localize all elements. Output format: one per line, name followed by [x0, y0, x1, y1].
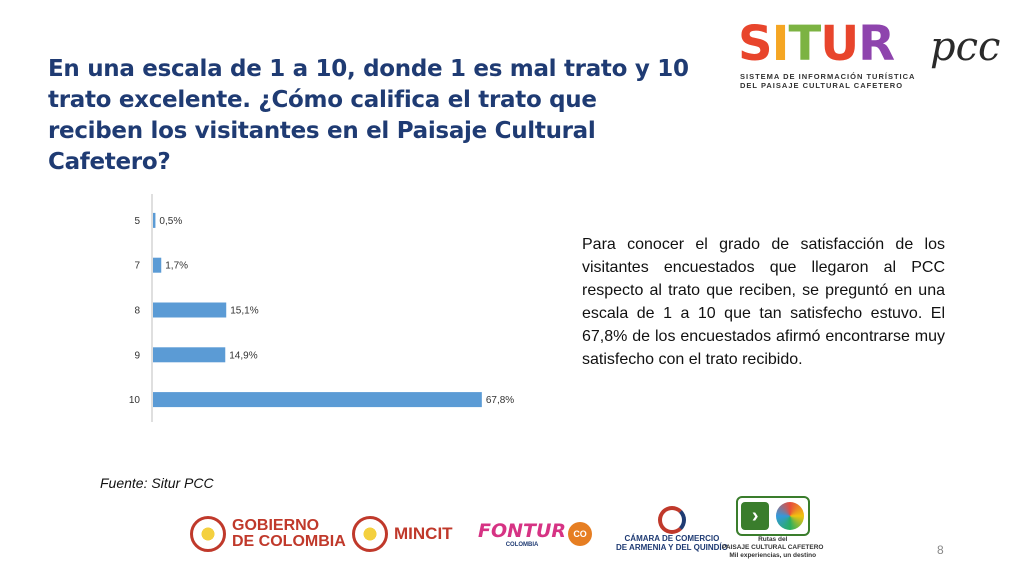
category-label-9: 9: [134, 350, 140, 361]
rutas-emblem: ›: [735, 496, 810, 536]
coffee-region-icon: [776, 502, 805, 530]
data-label-5: 0,5%: [159, 216, 182, 227]
slide-title: En una escala de 1 a 10, donde 1 es mal …: [48, 56, 689, 175]
colombia-seal-icon: [190, 516, 226, 552]
logo-letter: T: [788, 16, 821, 72]
camara-icon: [657, 506, 686, 534]
fontur-sub: COLOMBIA: [505, 542, 539, 548]
mincit-text: MINCIT: [394, 524, 453, 543]
description-text: Para conocer el grado de satisfacción de…: [582, 236, 945, 368]
camara-text: CÁMARA DE COMERCIO DE ARMENIA Y DEL QUIN…: [616, 534, 728, 552]
gobierno-line1: GOBIERNO: [232, 517, 320, 534]
bar-10: [153, 392, 482, 408]
rutas-line1: Rutas del: [758, 536, 788, 543]
fontur-logo: FONTUR COLOMBIA CO: [478, 520, 593, 548]
fontur-wordmark: FONTUR COLOMBIA: [478, 520, 566, 548]
logo-subtitle-line1: SISTEMA DE INFORMACIÓN TURÍSTICA: [740, 72, 916, 81]
rutas-text: Rutas del PAISAJE CULTURAL CAFETERO Mil …: [722, 536, 823, 560]
camara-line1: CÁMARA DE COMERCIO: [624, 534, 720, 543]
co-badge-icon: CO: [568, 522, 593, 546]
page-number: 8: [937, 543, 944, 557]
category-label-5: 5: [134, 216, 140, 227]
colombia-seal-icon: [352, 516, 388, 552]
footer-logos: GOBIERNO DE COLOMBIA MINCIT FONTUR COLOM…: [188, 494, 828, 564]
logo-letter: S: [738, 16, 773, 72]
data-label-9: 14,9%: [229, 350, 257, 361]
rutas-line2: PAISAJE CULTURAL CAFETERO: [722, 544, 824, 551]
fontur-text: FONTUR: [478, 520, 567, 542]
rutas-line3: Mil experiencias, un destino: [729, 552, 817, 559]
logo-subtitle: SISTEMA DE INFORMACIÓN TURÍSTICA DEL PAI…: [740, 72, 915, 90]
gobierno-text: GOBIERNO DE COLOMBIA: [232, 518, 346, 550]
bar-5: [153, 212, 156, 228]
data-label-10: 67,8%: [486, 395, 514, 406]
camara-line2: DE ARMENIA Y DEL QUINDÍO: [616, 543, 728, 552]
gobierno-logo: GOBIERNO DE COLOMBIA: [190, 516, 346, 552]
category-label-10: 10: [129, 395, 141, 406]
bar-7: [153, 257, 162, 273]
logo-letter: R: [858, 16, 895, 72]
situr-wordmark: SITUR: [738, 16, 895, 72]
category-label-8: 8: [134, 306, 140, 317]
bar-9: [153, 347, 226, 363]
data-label-7: 1,7%: [165, 261, 188, 272]
situr-pcc-logo: SITUR pcc SISTEMA DE INFORMACIÓN TURÍSTI…: [738, 18, 1008, 92]
camara-logo: CÁMARA DE COMERCIO DE ARMENIA Y DEL QUIN…: [616, 506, 728, 552]
bar-chart-svg: 5 0,5% 7 1,7% 8 15,1% 9 14,9% 10 67,8%: [129, 194, 514, 422]
logo-suffix: pcc: [930, 24, 1001, 70]
logo-letter: U: [820, 16, 859, 72]
category-label-7: 7: [134, 261, 140, 272]
data-label-8: 15,1%: [230, 306, 258, 317]
source-note: Fuente: Situr PCC: [100, 475, 214, 491]
bar-8: [153, 302, 227, 318]
bar-chart: 5 0,5% 7 1,7% 8 15,1% 9 14,9% 10 67,8%: [110, 190, 550, 430]
chevron-right-icon: ›: [741, 502, 770, 530]
logo-subtitle-line2: DEL PAISAJE CULTURAL CAFETERO: [740, 81, 904, 90]
logo-letter: I: [771, 16, 790, 72]
rutas-logo: › Rutas del PAISAJE CULTURAL CAFETERO Mi…: [722, 496, 823, 560]
gobierno-line2: DE COLOMBIA: [232, 533, 346, 550]
mincit-logo: MINCIT: [352, 516, 453, 552]
